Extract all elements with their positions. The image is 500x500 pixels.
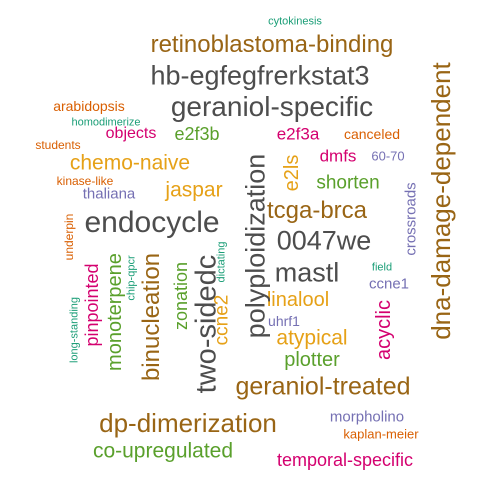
word-ccne2: ccne2 <box>211 294 233 346</box>
word-kinase-like: kinase-like <box>56 174 114 188</box>
word-atypical: atypical <box>276 326 348 350</box>
word-pinpointed: pinpointed <box>82 263 102 347</box>
word-dp-dimerization: dp-dimerization <box>99 408 277 438</box>
word-long-standing: long-standing <box>68 296 81 364</box>
word-ccne1: ccne1 <box>368 275 410 293</box>
word-jaspar: jaspar <box>165 178 223 202</box>
word-retinoblastoma-binding: retinoblastoma-binding <box>150 31 394 58</box>
word-temporal-specific: temporal-specific <box>276 450 414 470</box>
word-chip-qpcr: chip-qpcr <box>125 255 138 301</box>
word-60-70: 60-70 <box>371 148 405 164</box>
word-e2f3a: e2f3a <box>276 124 320 144</box>
word-kaplan-meier: kaplan-meier <box>343 426 419 442</box>
word-underpin: underpin <box>62 213 76 261</box>
word-crossroads: crossroads <box>402 182 420 256</box>
word-monoterpene: monoterpene <box>104 253 126 371</box>
word-acyclic: acyclic <box>373 299 395 361</box>
word-arabidopsis: arabidopsis <box>53 98 125 114</box>
word-thaliana: thaliana <box>82 185 136 203</box>
word-dictating: dictating <box>215 241 228 283</box>
word-dmfs: dmfs <box>319 146 357 166</box>
word-e2f3b: e2f3b <box>174 124 220 144</box>
word-linalool: linalool <box>266 289 330 311</box>
word-geraniol-treated: geraniol-treated <box>235 372 411 401</box>
word-endocycle: endocycle <box>84 206 220 239</box>
word-students: students <box>35 138 81 152</box>
word-chemo-naive: chemo-naive <box>69 151 191 175</box>
word-morpholino: morpholino <box>329 408 405 426</box>
word-dna-damage-dependent: dna-damage-dependent <box>426 62 456 340</box>
word-homodimerize: homodimerize <box>71 116 141 129</box>
word-field: field <box>371 261 393 274</box>
word-geraniol-specific: geraniol-specific <box>170 91 374 122</box>
word-co-upregulated: co-upregulated <box>92 439 234 463</box>
word-hb-egfegfrerkstat3: hb-egfegfrerkstat3 <box>150 60 370 91</box>
word-objects: objects <box>105 125 157 142</box>
word-e2ls: e2ls <box>281 154 303 192</box>
word-tcga-brca: tcga-brca <box>266 197 368 224</box>
word-uhrf1: uhrf1 <box>268 313 300 329</box>
word-canceled: canceled <box>343 126 401 142</box>
word-zonation: zonation <box>171 261 191 331</box>
word-plotter: plotter <box>284 349 340 371</box>
word-polyploidization: polyploidization <box>240 153 271 339</box>
word-mastl: mastl <box>274 257 340 288</box>
word-0047we: 0047we <box>276 225 372 256</box>
word-cytokinesis: cytokinesis <box>268 15 322 28</box>
word-binucleation: binucleation <box>138 252 165 382</box>
word-shorten: shorten <box>316 172 380 194</box>
